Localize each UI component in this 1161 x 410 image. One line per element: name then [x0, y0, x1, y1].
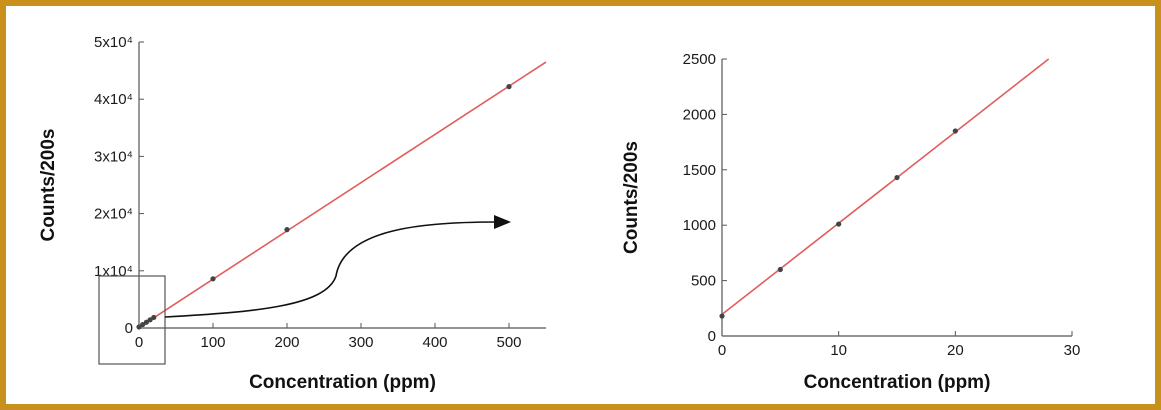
- left-y-tick-label: 0: [125, 320, 133, 337]
- right-y-tick-label: 2000: [683, 106, 716, 123]
- left-x-tick-label: 100: [200, 334, 225, 351]
- left-data-point: [506, 84, 512, 90]
- chart-left: 0 1x10⁴ 2x10⁴ 3x10⁴ 4x10⁴ 5x10⁴ 0 100 200 300 400 5…: [38, 34, 547, 393]
- left-y-tick-label: 4x10⁴: [94, 91, 133, 108]
- left-data-point: [140, 321, 146, 328]
- zoom-arrow: [164, 221, 497, 318]
- right-x-axis-title: Concentration (ppm): [804, 372, 991, 393]
- right-y-tick-label: 1500: [683, 162, 716, 179]
- left-y-tick-label: 2x10⁴: [94, 206, 133, 223]
- right-y-tick-label: 0: [708, 328, 716, 345]
- right-x-tick-label: 30: [1064, 342, 1081, 359]
- right-x-tick-label: 10: [830, 342, 847, 359]
- right-data-point: [952, 128, 958, 134]
- left-data-point: [143, 319, 149, 325]
- left-data-point: [147, 317, 153, 323]
- left-y-tick-label: 5x10⁴: [94, 34, 133, 51]
- left-data-point: [151, 314, 157, 321]
- zoom-arrow-head: [494, 215, 511, 229]
- left-y-tick-label: 1x10⁴: [94, 263, 133, 280]
- left-x-tick-label: 400: [422, 334, 447, 351]
- zoom-box: [98, 275, 166, 365]
- right-x-tick-label: 0: [718, 342, 726, 359]
- left-y-tick-label: 3x10⁴: [94, 148, 133, 165]
- right-y-axis-title: Counts/200s: [621, 141, 642, 254]
- left-x-tick-label: 200: [274, 334, 299, 351]
- right-data-point: [777, 266, 783, 273]
- left-x-tick-label: 500: [496, 334, 521, 351]
- left-fit-line: [138, 61, 547, 329]
- left-data-point: [136, 324, 142, 330]
- right-fit-line: [721, 58, 1050, 316]
- left-data-point: [284, 227, 290, 233]
- chart-right: 0 500 1000 1500 2000 2500 0 10 20 30 Concentration…: [621, 51, 1080, 393]
- left-x-tick-label: 0: [135, 334, 143, 351]
- right-data-point: [836, 221, 842, 227]
- right-data-point: [719, 313, 725, 319]
- left-data-point: [210, 276, 216, 282]
- left-x-axis-title: Concentration (ppm): [249, 372, 436, 393]
- right-x-tick-label: 20: [947, 342, 964, 359]
- right-y-tick-label: 2500: [683, 51, 716, 68]
- right-y-tick-label: 500: [691, 273, 716, 290]
- right-data-point: [894, 174, 900, 181]
- right-y-tick-label: 1000: [683, 217, 716, 234]
- left-x-tick-label: 300: [348, 334, 373, 351]
- left-y-axis-title: Counts/200s: [38, 129, 59, 242]
